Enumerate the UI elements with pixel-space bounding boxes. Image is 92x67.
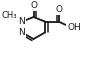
Text: N: N xyxy=(18,17,25,26)
Text: OH: OH xyxy=(67,23,81,32)
Text: CH₃: CH₃ xyxy=(1,11,17,20)
Text: O: O xyxy=(55,5,62,14)
Text: O: O xyxy=(30,1,37,10)
Text: N: N xyxy=(18,28,25,37)
